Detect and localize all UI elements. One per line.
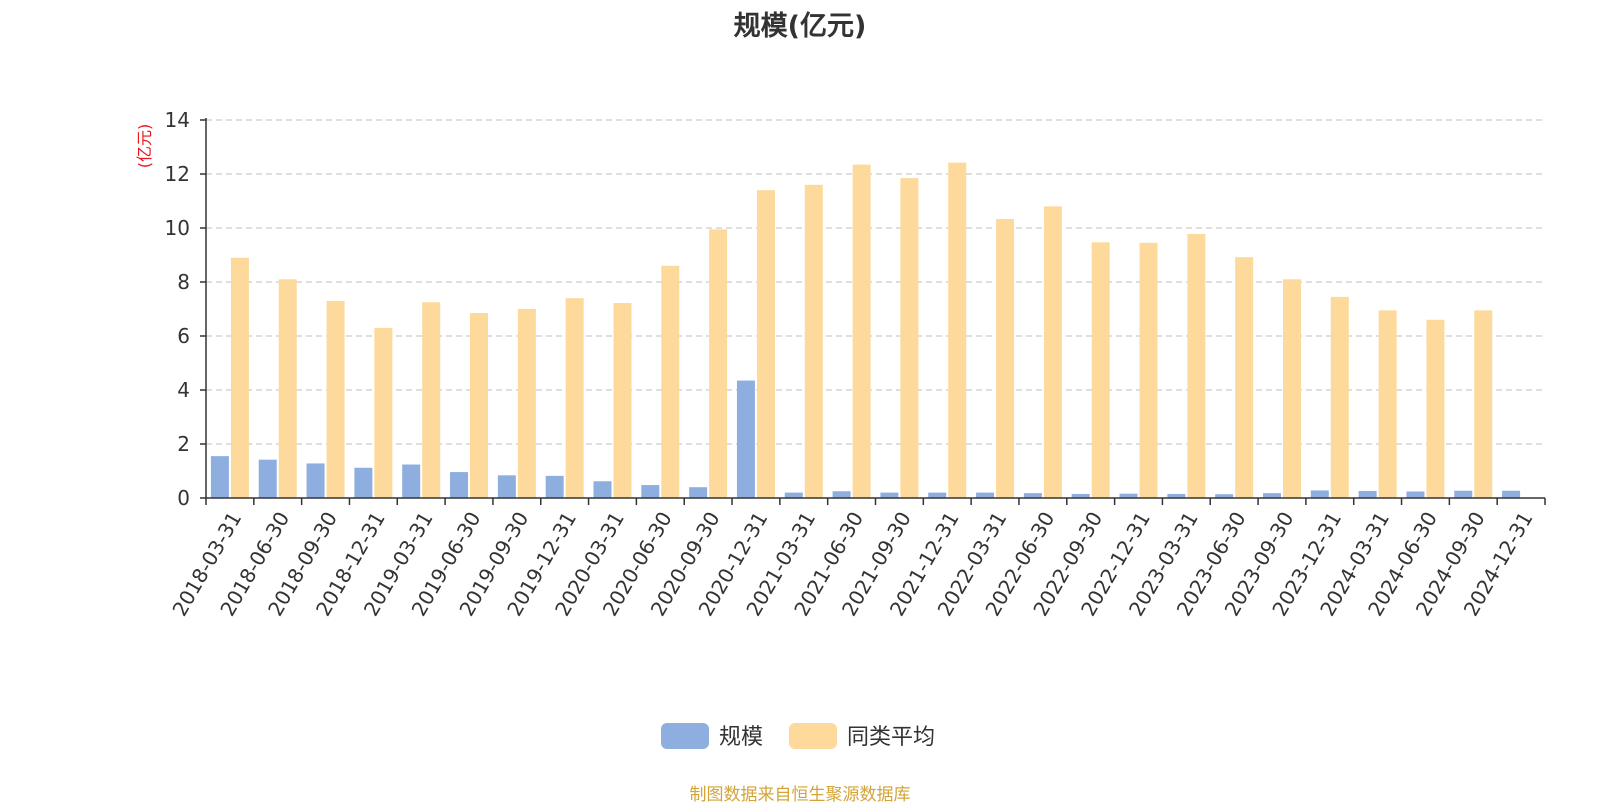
bar-scale [354,467,373,498]
bar-scale [545,475,564,498]
bar-scale [1454,490,1473,498]
legend-label-scale[interactable]: 规模 [719,725,763,750]
bar-peer-average [900,178,919,499]
bar-scale [1310,490,1329,498]
y-tick-label: 0 [177,486,190,510]
bar-scale [832,491,851,498]
bar-scale [1215,494,1234,498]
bar-peer-average [565,298,584,498]
y-tick-labels: 0 2 4 6 8 10 12 14 [165,108,190,510]
bar-scale [1071,493,1090,498]
bar-peer-average [517,309,536,498]
bar-peer-average [852,164,871,499]
bar-peer-average [1426,319,1445,498]
chart-title: 规模(亿元) [733,11,867,42]
bar-peer-average [996,219,1015,498]
bar-scale [1023,493,1042,498]
bar-scale [1262,493,1281,498]
bar-peer-average [613,303,632,498]
axes [205,118,1546,505]
bar-peer-average [1474,310,1493,498]
bar-peer-average [1139,242,1158,498]
bar-peer-average [470,313,489,498]
bar-scale [1406,491,1425,498]
y-axis-label: (亿元) [135,124,154,169]
bar-peer-average [1235,257,1254,498]
y-tick-label: 2 [177,432,190,456]
legend: 规模 同类平均 [661,723,935,750]
bar-scale [306,463,325,498]
bar-scale [210,456,229,498]
bar-scale [593,481,612,498]
bar-scale [689,487,708,498]
bar-scale [1502,490,1521,498]
y-tick-label: 4 [177,378,190,402]
bar-scale [784,492,803,498]
bar-scale [976,492,995,498]
bar-peer-average [661,265,680,498]
legend-label-peer-average[interactable]: 同类平均 [847,725,935,750]
bar-peer-average [804,184,823,499]
y-tick-label: 14 [165,108,190,132]
bar-peer-average [756,190,775,498]
bar-peer-average [1282,279,1301,498]
bar-scale [497,475,516,498]
bar-scale [402,464,421,498]
data-source-note: 制图数据来自恒生聚源数据库 [689,785,911,805]
bar-peer-average [278,279,297,498]
bar-scale [1358,490,1377,498]
bar-scale [1167,493,1186,498]
bar-scale [880,492,899,498]
bar-peer-average [422,302,441,498]
y-tick-label: 12 [165,162,190,186]
bar-scale [450,472,469,498]
bar-scale [928,492,947,498]
bar-peer-average [1187,233,1206,498]
legend-swatch-scale[interactable] [661,723,709,749]
bar-scale [736,380,755,498]
bars [210,162,1521,499]
y-tick-label: 8 [177,270,190,294]
bar-scale [258,459,277,498]
y-tick-label: 6 [177,324,190,348]
bar-peer-average [326,300,345,498]
bar-peer-average [1378,310,1397,498]
bar-peer-average [1091,242,1110,498]
bar-peer-average [1330,296,1349,498]
bar-peer-average [948,162,967,498]
bar-scale [641,485,660,498]
bar-peer-average [374,327,393,498]
y-tick-label: 10 [165,216,190,240]
bar-scale [1119,493,1138,498]
bar-peer-average [1043,206,1062,498]
legend-swatch-peer-average[interactable] [789,723,837,749]
bar-peer-average [230,257,249,498]
bar-peer-average [709,229,728,498]
x-tick-labels: 2018-03-312018-06-302018-09-302018-12-31… [167,507,1537,620]
